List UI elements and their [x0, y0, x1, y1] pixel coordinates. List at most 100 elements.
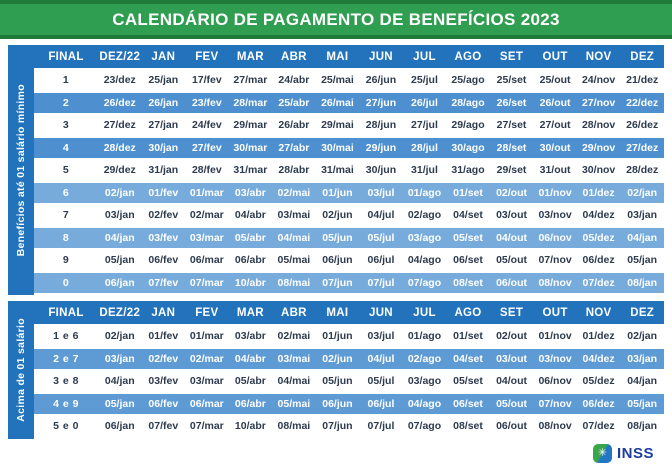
section-minimum-wage-benefits: Benefícios até 01 salário mínimo FINAL DE… [8, 45, 664, 295]
payment-date-cell: 04/set [446, 204, 490, 228]
payment-date-cell: 01/mar [185, 181, 229, 205]
final-digit-cell: 4 e 9 [34, 392, 98, 416]
payment-date-cell: 29/jun [359, 136, 403, 160]
payment-date-cell: 31/ago [446, 159, 490, 183]
payment-date-cell: 08/jan [620, 271, 664, 295]
final-digit-cell: 5 [34, 159, 98, 183]
payment-date-cell: 03/jan [620, 347, 664, 371]
column-header: SET [489, 301, 534, 326]
table-row: 4 e 9 05/jan 06/fev 06/mar 06/abr 05/mai 06/ju… [34, 392, 664, 416]
payment-date-cell: 02/jan [98, 181, 142, 205]
payment-date-cell: 26/jul [402, 91, 447, 115]
payment-date-cell: 06/nov [533, 226, 577, 250]
payment-date-cell: 29/mai [315, 114, 360, 138]
payment-date-cell: 02/jan [98, 325, 142, 349]
payment-date-cell: 30/jan [141, 136, 186, 160]
table-body: 1 23/dez 25/jan 17/fev 27/mar 24/abr 25/mai 26/… [34, 69, 664, 295]
column-header: NOV [576, 45, 621, 70]
payment-date-cell: 07/jun [315, 415, 360, 439]
payment-date-cell: 04/mai [272, 370, 316, 394]
payment-date-cell: 07/fev [141, 271, 186, 295]
payment-date-cell: 31/mai [315, 159, 360, 183]
payment-date-cell: 05/jun [315, 226, 360, 250]
payment-date-cell: 06/jan [98, 271, 142, 295]
payment-date-cell: 03/mai [272, 347, 316, 371]
payment-date-cell: 06/nov [533, 370, 577, 394]
column-header: FINAL [34, 45, 98, 70]
payment-date-cell: 03/out [489, 204, 534, 228]
payment-date-cell: 08/jan [620, 415, 664, 439]
column-header: FEV [185, 301, 229, 326]
table-row: 5 29/dez 31/jan 28/fev 31/mar 28/abr 31/mai 30/… [34, 159, 664, 183]
payment-date-cell: 04/jan [620, 226, 664, 250]
payment-date-cell: 07/mar [185, 415, 229, 439]
final-digit-cell: 2 [34, 91, 98, 115]
payment-date-cell: 02/mar [185, 204, 229, 228]
header-row: FINAL DEZ/22 JAN FEV MAR ABR MAI JUN JUL AGO SET OU… [34, 301, 664, 326]
payment-date-cell: 03/ago [402, 226, 447, 250]
payment-date-cell: 08/nov [533, 415, 577, 439]
column-header: MAR [228, 301, 273, 326]
payment-date-cell: 25/ago [446, 69, 490, 93]
payment-date-cell: 02/mai [272, 181, 316, 205]
payment-date-cell: 04/dez [576, 204, 621, 228]
payment-date-cell: 05/set [446, 370, 490, 394]
payment-date-cell: 06/set [446, 249, 490, 273]
payment-date-cell: 06/abr [228, 249, 273, 273]
payment-date-cell: 02/fev [141, 204, 186, 228]
payment-date-cell: 06/dez [576, 392, 621, 416]
payment-date-cell: 04/mai [272, 226, 316, 250]
payment-date-cell: 02/ago [402, 204, 447, 228]
payment-date-cell: 01/jun [315, 325, 360, 349]
table-row: 0 06/jan 07/fev 07/mar 10/abr 08/mai 07/jun 07/… [34, 271, 664, 295]
payment-date-cell: 03/mai [272, 204, 316, 228]
payment-date-cell: 03/nov [533, 204, 577, 228]
payment-date-cell: 06/mar [185, 392, 229, 416]
payment-date-cell: 05/jan [98, 249, 142, 273]
payment-date-cell: 03/out [489, 347, 534, 371]
payment-date-cell: 21/dez [620, 69, 664, 93]
payment-date-cell: 25/mai [315, 69, 360, 93]
table-body: 1 e 6 02/jan 01/fev 01/mar 03/abr 02/mai 01/ju… [34, 325, 664, 439]
section-side-label-strip: Acima de 01 salário [8, 301, 34, 439]
payment-date-cell: 28/dez [98, 136, 142, 160]
table-header: FINAL DEZ/22 JAN FEV MAR ABR MAI JUN JUL AGO SET OU… [34, 301, 664, 326]
payment-date-cell: 04/out [489, 370, 534, 394]
payment-date-cell: 06/fev [141, 392, 186, 416]
header-row: FINAL DEZ/22 JAN FEV MAR ABR MAI JUN JUL AGO SET OU… [34, 45, 664, 70]
payment-date-cell: 26/abr [272, 114, 316, 138]
payment-date-cell: 02/out [489, 181, 534, 205]
table-row: 1 23/dez 25/jan 17/fev 27/mar 24/abr 25/mai 26/… [34, 69, 664, 93]
title-banner: CALENDÁRIO DE PAGAMENTO DE BENEFÍCIOS 20… [0, 0, 672, 39]
payment-date-cell: 02/out [489, 325, 534, 349]
payment-date-cell: 27/jan [141, 114, 186, 138]
payment-date-cell: 04/jan [98, 226, 142, 250]
payment-date-cell: 24/abr [272, 69, 316, 93]
payment-date-cell: 31/out [533, 159, 577, 183]
table-row: 4 28/dez 30/jan 27/fev 30/mar 27/abr 30/mai 29/… [34, 136, 664, 160]
payment-date-cell: 28/jun [359, 114, 403, 138]
payment-date-cell: 05/set [446, 226, 490, 250]
payment-date-cell: 30/jun [359, 159, 403, 183]
payment-date-cell: 08/nov [533, 271, 577, 295]
payment-date-cell: 06/out [489, 415, 534, 439]
payment-date-cell: 03/mar [185, 370, 229, 394]
payment-date-cell: 06/out [489, 271, 534, 295]
payment-date-cell: 28/fev [185, 159, 229, 183]
payment-date-cell: 05/dez [576, 226, 621, 250]
column-header: SET [489, 45, 534, 70]
payment-date-cell: 04/ago [402, 392, 447, 416]
payment-date-cell: 05/jul [359, 370, 403, 394]
payment-date-cell: 08/mai [272, 271, 316, 295]
payment-date-cell: 22/dez [620, 91, 664, 115]
payment-date-cell: 25/abr [272, 91, 316, 115]
payment-date-cell: 01/ago [402, 181, 447, 205]
payment-date-cell: 06/jul [359, 249, 403, 273]
payment-date-cell: 01/ago [402, 325, 447, 349]
column-header: MAI [315, 301, 360, 326]
payment-date-cell: 02/jan [620, 181, 664, 205]
payment-date-cell: 28/dez [620, 159, 664, 183]
payment-date-cell: 27/dez [620, 136, 664, 160]
table-header: FINAL DEZ/22 JAN FEV MAR ABR MAI JUN JUL AGO SET OU… [34, 45, 664, 70]
payment-date-cell: 01/set [446, 325, 490, 349]
